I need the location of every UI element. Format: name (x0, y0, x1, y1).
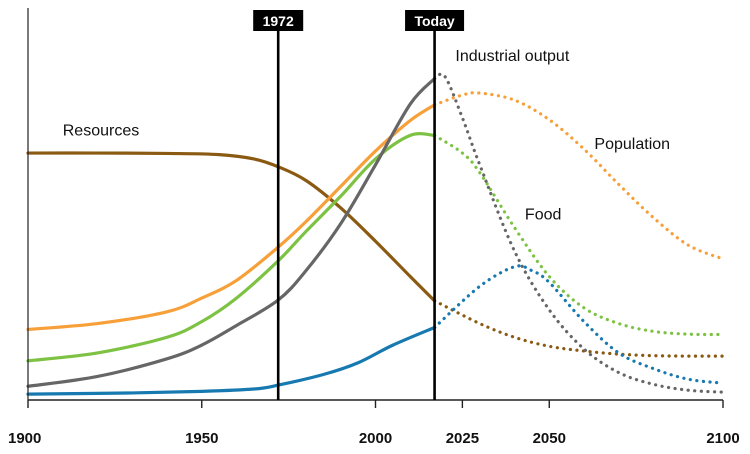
x-tick-label-2025: 2025 (446, 430, 479, 447)
series-5-line-historical (26, 325, 437, 396)
marker-today: Today (405, 10, 465, 400)
food-line-projected (432, 133, 725, 337)
x-tick-label-1900: 1900 (8, 430, 41, 447)
series-5-line-projected (432, 264, 725, 385)
axis-layer: 1900 1950 2000 2025 2050 2100 (8, 8, 740, 447)
population-label: Population (594, 136, 670, 153)
marker-1972: 1972 (253, 10, 304, 400)
x-tick-label-2100: 2100 (706, 430, 739, 447)
marker-layer: 1972 Today (253, 10, 465, 400)
industrial-output-label: Industrial output (455, 48, 569, 65)
marker-badge-today (405, 10, 465, 31)
marker-label-today: Today (414, 13, 454, 29)
x-tick-label-2050: 2050 (533, 430, 566, 447)
resources-line-projected (432, 299, 725, 358)
x-tick-label-1950: 1950 (185, 430, 218, 447)
resources-label: Resources (63, 122, 139, 139)
population-line-projected (432, 91, 725, 261)
marker-badge-1972 (253, 10, 304, 31)
resources-line-historical (26, 151, 437, 303)
series-5-series (26, 264, 725, 396)
food-label: Food (525, 207, 561, 224)
marker-label-1972: 1972 (263, 13, 294, 29)
industrial-output-line-projected (432, 72, 725, 394)
label-layer: Resources Population Food Industrial output (63, 48, 670, 224)
x-tick-label-2000: 2000 (359, 430, 392, 447)
